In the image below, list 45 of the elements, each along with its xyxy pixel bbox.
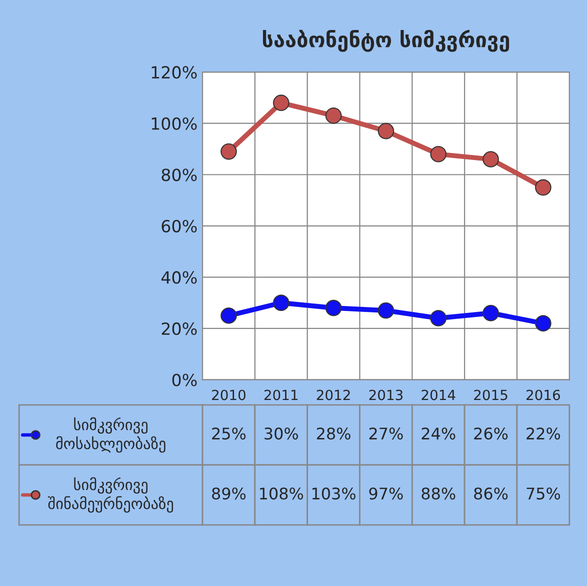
point xyxy=(220,307,237,324)
point xyxy=(378,302,394,319)
data-label: 88% xyxy=(422,487,456,500)
point xyxy=(482,151,499,168)
y-tick-label: 0% xyxy=(172,374,197,386)
data-label: 28% xyxy=(316,428,350,440)
data-label: 103% xyxy=(312,487,356,500)
x-tick-label: 2014 xyxy=(422,390,456,400)
data-label: 97% xyxy=(369,487,403,500)
point xyxy=(482,304,499,322)
point xyxy=(378,122,394,140)
data-label: 108% xyxy=(260,487,304,500)
x-tick-label: 2013 xyxy=(369,390,403,400)
x-tick-label: 2011 xyxy=(264,390,298,400)
x-tick-label: 2010 xyxy=(212,390,246,400)
point xyxy=(430,146,447,162)
data-label: 30% xyxy=(264,428,298,440)
data-label: 89% xyxy=(212,487,246,500)
y-tick-label: 20% xyxy=(162,322,197,336)
point xyxy=(535,315,552,332)
x-tick-label: 2015 xyxy=(474,390,508,400)
point xyxy=(272,294,290,311)
y-tick-label: 60% xyxy=(162,220,197,232)
point xyxy=(272,94,290,111)
y-tick-label: 80% xyxy=(162,168,197,182)
data-label: 25% xyxy=(212,428,246,440)
data-label: 24% xyxy=(422,428,456,440)
point xyxy=(325,300,342,316)
data-label: 27% xyxy=(369,428,403,440)
data-label: 22% xyxy=(526,428,560,440)
point xyxy=(430,310,447,326)
y-tick-label: 120% xyxy=(152,66,197,79)
data-label: 86% xyxy=(474,487,508,500)
x-tick-label: 2012 xyxy=(316,390,350,400)
chart-title: სააბონენტო სიმკვრივე xyxy=(262,30,510,52)
legend-label: სიმკვრივე მოსახლეობაზე xyxy=(56,417,166,453)
x-tick-label: 2016 xyxy=(526,390,560,400)
y-tick-label: 40% xyxy=(161,271,197,284)
data-label: 26% xyxy=(474,428,508,440)
y-tick-label: 100% xyxy=(152,117,197,130)
point xyxy=(535,179,552,196)
legend-label: სიმკვრივე შინამეურნეობაზე xyxy=(48,477,174,513)
point xyxy=(220,143,237,160)
data-label: 75% xyxy=(526,487,560,500)
point xyxy=(325,108,342,124)
